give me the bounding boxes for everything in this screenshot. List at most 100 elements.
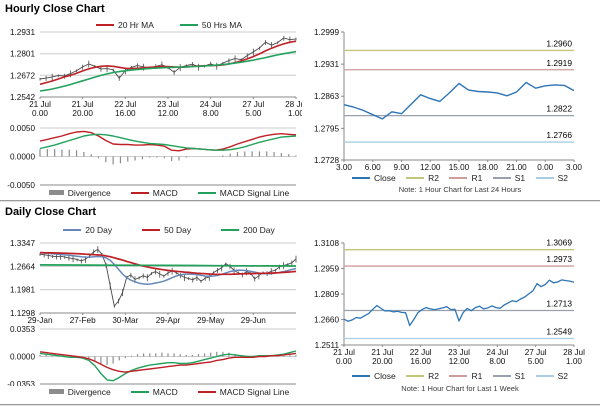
bar-swatch-icon: [48, 389, 64, 394]
x-tick-label: 3.00: [566, 163, 582, 172]
legend-label: MACD Signal Line: [219, 386, 290, 397]
y-tick-label: 1.2660: [314, 316, 339, 325]
x-tick-label: 12.00: [449, 357, 470, 366]
legend-label: Divergence: [67, 386, 111, 397]
series-50-day: [39, 251, 297, 276]
series-20-day: [39, 252, 297, 285]
level-s2: 1.2766: [344, 130, 574, 143]
x-tick-label: 8.00: [203, 109, 219, 118]
x-tick-label: 22 Jul: [114, 100, 136, 109]
x-tick-label: 24 Jul: [200, 100, 222, 109]
legend-label: R2: [428, 172, 440, 183]
x-tick-label: 0.00: [336, 357, 352, 366]
legend-item-divergence: Divergence: [48, 188, 111, 198]
series-macd: [39, 130, 297, 152]
line-swatch-icon: [179, 23, 198, 26]
y-tick-label: 1.3347: [10, 239, 35, 248]
x-tick-label: 21.00: [506, 163, 527, 172]
x-tick-label: 21 Jul: [333, 348, 355, 357]
legend-item-50-hrs-ma: 50 Hrs MA: [179, 20, 242, 30]
legend-label: S1: [514, 172, 526, 183]
x-tick-label: 21 Jul: [72, 100, 94, 109]
level-label: 1.3069: [546, 238, 572, 248]
x-tick-label: 3.00: [336, 163, 352, 172]
y-tick-label: 1.2511: [315, 341, 340, 350]
y-tick-label: 0.0353: [10, 325, 35, 334]
legend-item-r2: R2: [406, 371, 439, 381]
level-label: 1.2973: [546, 254, 572, 264]
x-tick-label: 0.00: [537, 163, 553, 172]
x-tick-label: 22 Jul: [410, 348, 432, 357]
line-swatch-icon: [197, 191, 216, 194]
daily-price-legend: 20 Day 50 Day 200 Day: [40, 224, 298, 235]
x-tick-label: 5.00: [245, 109, 261, 118]
series-macd-signal-line: [39, 133, 297, 151]
legend-item-macd: MACD: [130, 188, 178, 198]
x-axis: 29-Jan 27-Feb 30-Mar 29-Apr 29-May 29-Jun: [27, 313, 266, 325]
x-tick-label: 28 Jul: [563, 348, 585, 357]
legend-item-20-day: 20 Day: [63, 225, 112, 235]
line-swatch-icon: [406, 374, 425, 377]
x-tick-label: 1.00: [288, 109, 302, 118]
y-tick-label: 1.2999: [314, 28, 339, 37]
line-swatch-icon: [449, 374, 468, 377]
line-swatch-icon: [492, 176, 511, 179]
level-r2: 1.2960: [344, 38, 574, 52]
line-swatch-icon: [406, 176, 425, 179]
legend-item-s1: S1: [492, 172, 526, 183]
x-tick-label: 29-Jun: [241, 316, 266, 325]
x-tick-label: 27 Jul: [525, 348, 547, 357]
x-tick-label: 12.00: [420, 163, 441, 172]
line-swatch-icon: [130, 390, 149, 393]
x-tick-label: 28 Jul: [285, 100, 302, 109]
legend-label: 50 Day: [164, 224, 192, 235]
legend-label: Close: [374, 172, 396, 183]
daily-section-title: Daily Close Chart: [5, 206, 97, 218]
legend-label: MACD Signal Line: [219, 187, 290, 198]
hourly-pivot-chart: 1.2999 1.2931 1.2863 1.2795 1.2728 1.2960 1.29…: [306, 26, 600, 174]
legend-item-r1: R1: [449, 371, 482, 381]
legend-label: 20 Day: [85, 224, 113, 235]
series-20-hr-ma: [39, 40, 297, 86]
y-tick-label: 1.2542: [10, 93, 35, 102]
legend-item-r1: R1: [449, 173, 482, 183]
x-tick-label: 9.00: [394, 163, 410, 172]
y-tick-label: 1.2672: [10, 71, 35, 80]
y-tick-label: 1.2801: [10, 50, 35, 59]
y-axis: 1.3347 1.2664 1.1981 1.1298: [10, 239, 296, 318]
level-r1: 1.2919: [344, 58, 574, 71]
line-swatch-icon: [492, 374, 511, 377]
hourly-macd-chart: 0.0050 0.0000 -0.0050: [0, 124, 302, 188]
y-tick-label: 0.0000: [10, 353, 35, 362]
legend-item-divergence: Divergence: [48, 386, 111, 397]
x-tick-label: 29-Jan: [27, 316, 52, 325]
level-r1: 1.2973: [344, 254, 574, 267]
line-swatch-icon: [535, 374, 554, 377]
weekly-pivot-chart: 1.3108 1.2959 1.2809 1.2660 1.2511 1.3069 1.29…: [306, 236, 600, 368]
series-close: [343, 279, 575, 327]
x-tick-label: 29-May: [197, 316, 225, 325]
level-label: 1.2766: [546, 130, 572, 140]
x-tick-label: 16.00: [410, 357, 431, 366]
y-tick-label: 1.1981: [10, 286, 35, 295]
level-label: 1.2822: [546, 104, 572, 114]
hourly-pivot-note: Note: 1 Hour Chart for Last 24 Hours: [398, 185, 522, 194]
line-swatch-icon: [142, 228, 161, 231]
y-axis: 1.2931 1.2801 1.2672 1.2542: [10, 28, 296, 102]
series-close: [39, 35, 297, 81]
legend-item-close: Close: [352, 371, 396, 381]
daily-price-chart: 1.3347 1.2664 1.1981 1.1298 29-Jan 27-Feb 30-M…: [0, 238, 302, 328]
level-label: 1.2713: [546, 298, 572, 308]
y-tick-label: 1.3108: [314, 239, 339, 248]
line-swatch-icon: [449, 176, 468, 179]
y-tick-label: 1.2931: [314, 60, 339, 69]
legend-item-200-day: 200 Day: [221, 225, 275, 235]
x-tick-label: 27-Feb: [70, 316, 96, 325]
hourly-pivot-legend: Close R2 R1 S1 S2: [344, 172, 576, 183]
x-tick-label: 18.00: [478, 163, 499, 172]
x-tick-label: 21 Jul: [29, 100, 51, 109]
series-200-day: [39, 264, 297, 267]
